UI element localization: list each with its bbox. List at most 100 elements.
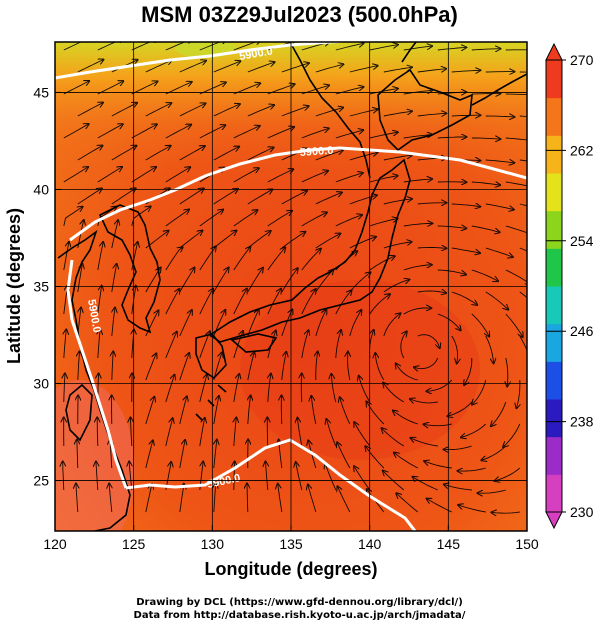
x-tick-label: 140 bbox=[358, 536, 382, 552]
streamline-arrow bbox=[179, 484, 184, 513]
streamline-arrow bbox=[165, 42, 192, 51]
streamline-arrow bbox=[179, 354, 189, 381]
streamline-arrow bbox=[179, 189, 204, 205]
streamline-arrow bbox=[349, 311, 361, 337]
streamline-arrow bbox=[459, 505, 486, 513]
streamline-arrow bbox=[485, 247, 513, 257]
streamline-arrow bbox=[131, 42, 158, 51]
streamline-arrow bbox=[165, 82, 191, 95]
streamline-arrow bbox=[413, 477, 438, 491]
streamline-arrow bbox=[213, 353, 222, 381]
streamline-arrow bbox=[338, 487, 351, 513]
streamline-arrow bbox=[403, 265, 431, 271]
streamline-arrow bbox=[403, 308, 431, 315]
streamline-arrow bbox=[519, 159, 527, 162]
streamline-arrow bbox=[505, 137, 527, 141]
streamline-arrow bbox=[145, 146, 170, 161]
streamline-arrow bbox=[199, 418, 205, 447]
streamline-arrow bbox=[417, 334, 440, 348]
streamline-arrow bbox=[471, 182, 500, 185]
streamline-arrow bbox=[425, 461, 452, 469]
contour-label-middle: 5900.0 bbox=[299, 145, 333, 159]
streamline-arrow bbox=[213, 310, 225, 337]
streamline-arrow bbox=[519, 335, 527, 362]
streamline-arrow bbox=[383, 280, 409, 293]
streamline-arrow bbox=[367, 402, 385, 425]
streamline-arrow bbox=[369, 294, 390, 315]
streamline-arrow bbox=[519, 203, 527, 207]
streamline-arrow bbox=[112, 308, 115, 337]
colorbar-segment bbox=[546, 135, 562, 174]
streamline-arrow bbox=[145, 441, 153, 469]
credit-line-dcl: Drawing by DCL (https://www.gfd-dennou.o… bbox=[136, 597, 463, 608]
streamline-arrow bbox=[414, 357, 439, 369]
streamline-arrow bbox=[427, 499, 452, 513]
streamline-arrow bbox=[504, 423, 521, 447]
streamline-arrow bbox=[165, 248, 182, 271]
streamline-arrow bbox=[384, 383, 405, 403]
streamline-arrow bbox=[451, 291, 477, 305]
streamline-arrow bbox=[444, 445, 472, 450]
streamline-arrow bbox=[505, 313, 523, 337]
streamline-arrow bbox=[424, 424, 452, 426]
colorbar-segment bbox=[546, 286, 562, 325]
streamline-arrow bbox=[267, 127, 294, 139]
streamline-arrow bbox=[213, 104, 240, 117]
streamline-arrow bbox=[233, 168, 258, 183]
streamline-arrow bbox=[233, 332, 243, 359]
streamline-arrow bbox=[458, 467, 486, 471]
streamline-arrow bbox=[97, 167, 122, 183]
streamline-arrow bbox=[417, 248, 446, 249]
streamline-arrow bbox=[335, 173, 363, 183]
streamline-arrow bbox=[417, 113, 446, 116]
streamline-arrow bbox=[505, 225, 527, 235]
y-tick-label: 35 bbox=[33, 279, 49, 295]
streamline-arrow bbox=[396, 364, 418, 381]
streamline-arrow bbox=[145, 485, 152, 513]
streamline-arrow bbox=[311, 396, 317, 425]
colorbar-segment bbox=[546, 474, 562, 513]
streamline-arrow bbox=[296, 463, 303, 491]
streamline-arrow bbox=[63, 81, 89, 95]
streamline-arrow bbox=[281, 106, 308, 117]
streamline-arrow bbox=[145, 60, 172, 73]
streamline-arrow bbox=[63, 167, 88, 183]
streamline-arrow bbox=[63, 243, 69, 271]
streamline-arrow bbox=[505, 269, 527, 284]
streamline-arrow bbox=[383, 67, 412, 73]
streamline-arrow bbox=[165, 289, 179, 315]
streamline-arrow bbox=[505, 181, 527, 187]
streamline-arrow bbox=[448, 401, 473, 416]
streamline-arrow bbox=[444, 485, 472, 491]
streamline-arrow bbox=[335, 252, 357, 271]
streamline-arrow bbox=[348, 352, 350, 381]
streamline-arrow bbox=[63, 124, 88, 139]
gridlines bbox=[55, 42, 527, 531]
streamline-arrow bbox=[335, 331, 341, 359]
streamline-arrow bbox=[349, 237, 376, 249]
streamline-arrow bbox=[267, 169, 293, 183]
streamline-arrow bbox=[179, 441, 185, 469]
colorbar-segment bbox=[546, 323, 562, 362]
streamline-arrow bbox=[519, 115, 527, 117]
streamline-arrow bbox=[179, 104, 205, 117]
streamline-arrow bbox=[98, 330, 100, 359]
streamline-arrow bbox=[298, 418, 303, 447]
contour-5900-west bbox=[66, 259, 128, 489]
streamline-arrow bbox=[485, 160, 514, 163]
streamline-arrow bbox=[281, 63, 309, 73]
streamline-arrow bbox=[97, 81, 123, 95]
streamline-arrow bbox=[77, 264, 83, 293]
streamline-arrow bbox=[519, 71, 527, 73]
streamline-arrow bbox=[267, 289, 281, 315]
streamline-arrow bbox=[129, 462, 132, 491]
streamline-arrow bbox=[267, 331, 276, 359]
y-tick-label: 25 bbox=[33, 473, 49, 489]
streamline-arrow bbox=[451, 247, 480, 253]
streamline-arrow bbox=[165, 375, 175, 403]
colorbar-tick-label: 254 bbox=[570, 233, 594, 249]
streamline-arrow bbox=[325, 464, 337, 491]
streamline-arrow bbox=[179, 61, 206, 73]
colorbar-segment bbox=[546, 248, 562, 287]
